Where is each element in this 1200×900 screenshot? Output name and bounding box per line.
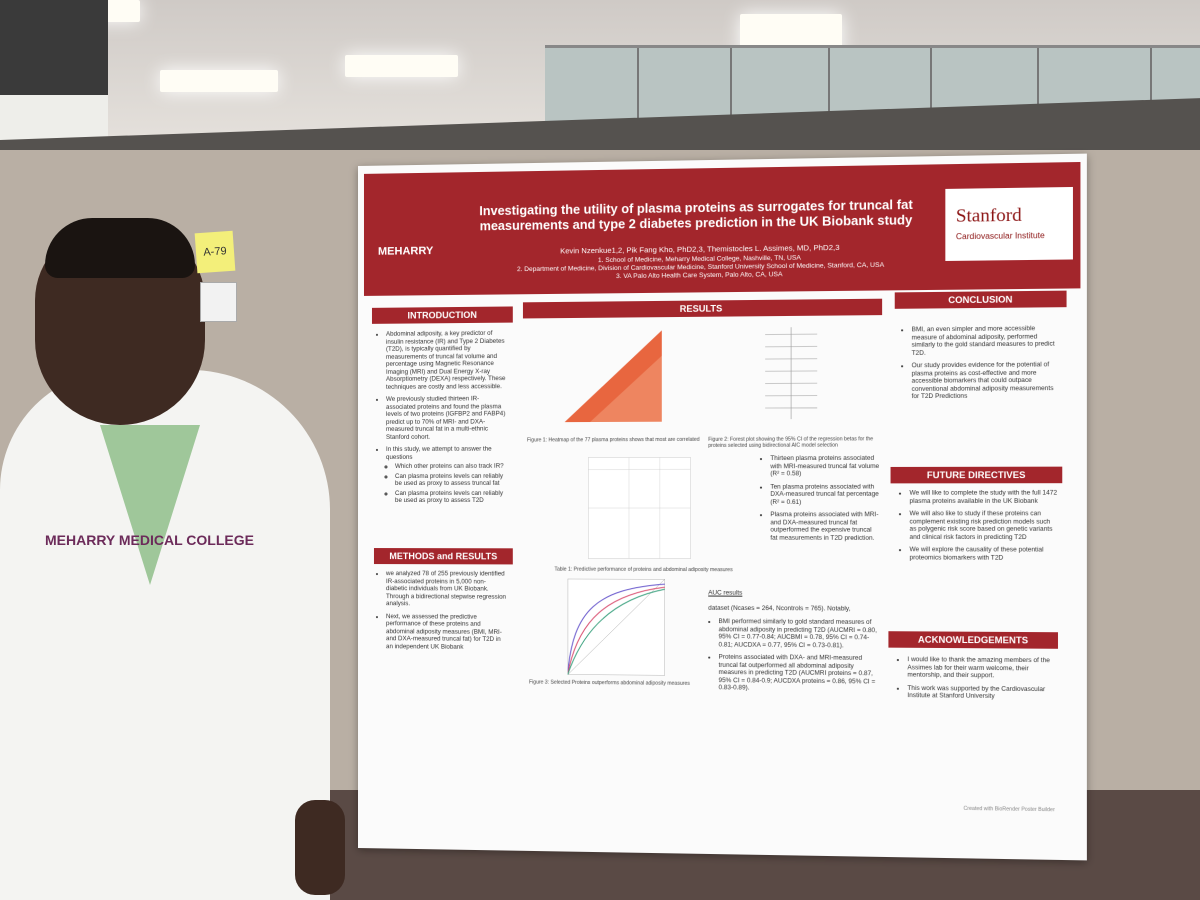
poster-title: Investigating the utility of plasma prot…: [479, 197, 913, 234]
figure-caption: Figure 1: Heatmap of the 77 plasma prote…: [527, 436, 700, 444]
roc-figure: [567, 578, 665, 676]
findings: Thirteen plasma proteins associated with…: [760, 455, 880, 547]
forest-plot: [734, 322, 849, 425]
bullet-list: Thirteen plasma proteins associated with…: [760, 455, 880, 542]
section-body: Abdominal adiposity, a key predictor of …: [376, 330, 507, 510]
person-hair: [45, 218, 195, 278]
section-heading: CONCLUSION: [894, 290, 1067, 309]
section-heading: RESULTS: [522, 298, 883, 319]
table-figure: [588, 457, 691, 559]
list-item: BMI performed similarly to gold standard…: [719, 618, 881, 650]
poster: MEHARRY Investigating the utility of pla…: [358, 153, 1087, 861]
list-item: Thirteen plasma proteins associated with…: [770, 455, 880, 478]
section-body: We will like to complete the study with …: [899, 489, 1058, 567]
list-item: we analyzed 78 of 255 previously identif…: [386, 570, 507, 608]
section-heading: FUTURE DIRECTIVES: [890, 466, 1063, 484]
person-hand: [295, 800, 345, 895]
figure-caption: Figure 3: Selected Proteins outperforms …: [529, 679, 690, 687]
bullet-list: We will like to complete the study with …: [899, 489, 1058, 561]
coat-logo: MEHARRY MEDICAL COLLEGE: [45, 532, 254, 548]
figure-caption: Figure 2: Forest plot showing the 95% CI…: [708, 436, 874, 450]
bullet-list: we analyzed 78 of 255 previously identif…: [376, 570, 507, 651]
list-item-text: In this study, we attempt to answer the …: [385, 445, 492, 461]
logo-name: Stanford: [955, 204, 1022, 226]
logo: Stanford Cardiovascular Institute: [945, 186, 1073, 261]
heatmap-figure: [564, 330, 662, 423]
sub-item: Which other proteins can also track IR?: [395, 463, 507, 471]
list-item: We will also like to study if these prot…: [909, 510, 1058, 541]
list-item: Plasma proteins associated with MRI- and…: [770, 511, 880, 542]
list-item: We will explore the causality of these p…: [909, 546, 1058, 562]
list-item: BMI, an even simpler and more accessible…: [912, 325, 1061, 357]
section-body: I would like to thank the amazing member…: [897, 656, 1056, 706]
section-body: we analyzed 78 of 255 previously identif…: [376, 570, 507, 656]
list-item: Next, we assessed the predictive perform…: [386, 613, 507, 651]
list-item: We will like to complete the study with …: [909, 489, 1058, 505]
ceiling-light: [345, 55, 458, 77]
footer: Created with BioRender Poster Builder: [963, 805, 1055, 814]
sub-item: Can plasma proteins levels can reliably …: [395, 489, 507, 504]
sub-list: Which other proteins can also track IR?C…: [386, 463, 507, 505]
table-caption: Table 1: Predictive performance of prote…: [554, 566, 733, 574]
logo: MEHARRY: [377, 245, 434, 258]
section-heading: METHODS and RESULTS: [373, 548, 513, 565]
affiliations: 1. School of Medicine, Meharry Medical C…: [474, 253, 928, 283]
list-item: We previously studied thirteen IR-associ…: [386, 395, 507, 441]
logo-subtitle: Cardiovascular Institute: [955, 230, 1045, 242]
list-item: Proteins associated with DXA- and MRI-me…: [719, 654, 881, 694]
section-heading: ACKNOWLEDGEMENTS: [888, 631, 1058, 649]
list-item: Our study provides evidence for the pote…: [912, 361, 1061, 401]
bullet-list: BMI performed similarly to gold standard…: [708, 618, 880, 693]
bullet-list: BMI, an even simpler and more accessible…: [901, 325, 1060, 401]
section-heading: INTRODUCTION: [371, 306, 513, 324]
ceiling-light: [160, 70, 278, 92]
paragraph: dataset (Ncases = 264, Ncontrols = 765).…: [708, 604, 851, 613]
bullet-list: I would like to thank the amazing member…: [897, 656, 1056, 701]
list-item: I would like to thank the amazing member…: [907, 656, 1055, 680]
bullet-list: Abdominal adiposity, a key predictor of …: [376, 330, 507, 505]
section-body: BMI, an even simpler and more accessible…: [901, 325, 1060, 406]
sub-item: Can plasma proteins levels can reliably …: [395, 472, 507, 487]
list-item: This work was supported by the Cardiovas…: [907, 684, 1055, 701]
subheading: AUC results: [708, 589, 743, 597]
badge: [200, 282, 237, 322]
sticky-note: A-79: [194, 230, 236, 274]
list-item: In this study, we attempt to answer the …: [386, 446, 507, 505]
list-item: Ten plasma proteins associated with DXA-…: [770, 483, 880, 506]
poster-header: MEHARRY Investigating the utility of pla…: [363, 161, 1081, 296]
auc-results: AUC results dataset (Ncases = 264, Ncont…: [708, 589, 880, 698]
list-item: Abdominal adiposity, a key predictor of …: [386, 330, 507, 391]
